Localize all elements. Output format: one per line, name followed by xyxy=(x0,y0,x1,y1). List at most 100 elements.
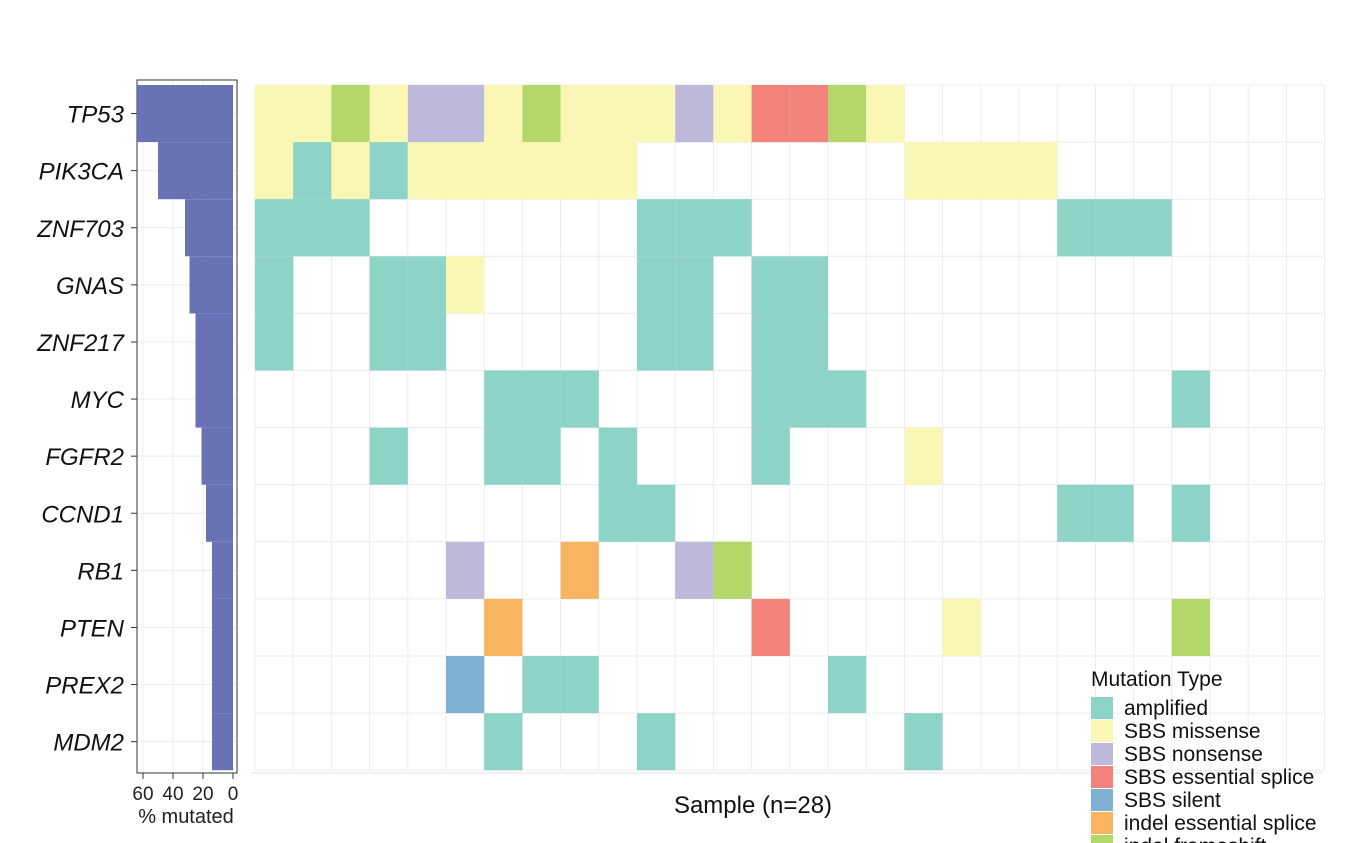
legend-label-non: SBS nonsense xyxy=(1124,743,1263,766)
mutation-cell-pik3ca-5 xyxy=(446,142,485,200)
bar-ccnd1 xyxy=(206,484,233,542)
mutation-cell-tp53-3 xyxy=(369,85,408,143)
mutation-cell-rb1-5 xyxy=(446,541,485,599)
gene-label-ccnd1: CCND1 xyxy=(41,501,124,528)
mutation-cell-pik3ca-8 xyxy=(560,142,599,200)
mutation-cell-mdm2-10 xyxy=(637,713,676,771)
mutation-cell-fgfr2-3 xyxy=(369,427,408,485)
mutation-cell-pten-13 xyxy=(751,598,790,656)
mutation-cell-rb1-8 xyxy=(560,541,599,599)
mutation-cell-tp53-10 xyxy=(637,85,676,143)
mutation-cell-pik3ca-7 xyxy=(522,142,561,200)
legend-swatch-sil xyxy=(1091,789,1113,811)
mutation-cell-gnas-4 xyxy=(407,256,446,314)
mutation-cell-znf703-22 xyxy=(1095,199,1134,257)
legend-label-mis: SBS missense xyxy=(1124,720,1261,743)
mutation-cell-myc-24 xyxy=(1171,370,1210,428)
bar-gnas xyxy=(189,256,233,314)
gene-label-prex2: PREX2 xyxy=(45,673,124,700)
gene-labels: TP53 PIK3CA ZNF703 GNAS ZNF217 MYC FGFR2 CCND1 R… xyxy=(36,102,137,757)
mutation-cell-gnas-5 xyxy=(446,256,485,314)
mutation-cell-tp53-16 xyxy=(866,85,905,143)
mutation-cell-znf703-21 xyxy=(1057,199,1096,257)
percent-mutated-panel: 60 40 20 0 % mutated xyxy=(132,79,238,828)
mutation-cell-fgfr2-6 xyxy=(484,427,523,485)
mutation-cell-tp53-14 xyxy=(789,85,828,143)
mutation-cell-fgfr2-13 xyxy=(751,427,790,485)
gene-label-znf703: ZNF703 xyxy=(36,216,124,243)
legend-swatch-ies xyxy=(1091,812,1113,834)
mutation-cell-pik3ca-6 xyxy=(484,142,523,200)
mutation-cell-myc-8 xyxy=(560,370,599,428)
mutation-cell-fgfr2-7 xyxy=(522,427,561,485)
bar-fgfr2 xyxy=(201,427,233,485)
mutation-cell-pten-6 xyxy=(484,598,523,656)
mutation-cell-znf217-0 xyxy=(255,313,294,371)
mutation-cell-pik3ca-17 xyxy=(904,142,943,200)
percent-mutated-bars xyxy=(137,85,233,771)
mutation-cell-znf703-12 xyxy=(713,199,752,257)
legend-swatch-non xyxy=(1091,743,1113,765)
gene-label-pten: PTEN xyxy=(60,615,125,642)
mutation-cell-pik3ca-4 xyxy=(407,142,446,200)
mutation-cell-tp53-8 xyxy=(560,85,599,143)
mutation-cell-znf703-23 xyxy=(1133,199,1172,257)
mutation-cell-gnas-3 xyxy=(369,256,408,314)
mutation-cell-prex2-15 xyxy=(828,656,867,714)
mutation-cell-znf217-3 xyxy=(369,313,408,371)
mutation-cell-rb1-12 xyxy=(713,541,752,599)
legend-swatch-ifs xyxy=(1091,835,1113,843)
mutation-cell-myc-7 xyxy=(522,370,561,428)
mutation-cell-fgfr2-9 xyxy=(598,427,637,485)
legend-title: Mutation Type xyxy=(1091,668,1223,691)
bar-mdm2 xyxy=(212,713,233,771)
mutation-cell-znf217-14 xyxy=(789,313,828,371)
mutation-cell-myc-15 xyxy=(828,370,867,428)
mutation-cell-znf703-10 xyxy=(637,199,676,257)
x-axis-title: Sample (n=28) xyxy=(674,792,832,819)
legend-label-ifs: indel frameshift xyxy=(1124,835,1267,843)
mutation-cell-rb1-11 xyxy=(675,541,714,599)
mutation-cells xyxy=(255,85,1210,771)
legend-label-spl: SBS essential splice xyxy=(1124,766,1314,789)
mutation-cell-tp53-7 xyxy=(522,85,561,143)
mutation-cell-tp53-0 xyxy=(255,85,294,143)
mutation-cell-znf703-2 xyxy=(331,199,370,257)
mutation-cell-znf703-0 xyxy=(255,199,294,257)
gene-label-myc: MYC xyxy=(71,387,125,414)
mutation-cell-gnas-13 xyxy=(751,256,790,314)
mutation-cell-tp53-12 xyxy=(713,85,752,143)
mutation-cell-tp53-11 xyxy=(675,85,714,143)
mutation-cell-znf217-10 xyxy=(637,313,676,371)
mutation-grid-panel xyxy=(251,80,1326,774)
mutation-cell-znf217-4 xyxy=(407,313,446,371)
mutation-cell-pik3ca-0 xyxy=(255,142,294,200)
mutation-cell-pik3ca-9 xyxy=(598,142,637,200)
mutation-cell-tp53-5 xyxy=(446,85,485,143)
mutation-cell-mdm2-6 xyxy=(484,713,523,771)
mutation-cell-znf703-1 xyxy=(293,199,332,257)
mutation-cell-prex2-7 xyxy=(522,656,561,714)
legend-swatch-amp xyxy=(1091,697,1113,719)
mutation-cell-ccnd1-22 xyxy=(1095,484,1134,542)
mutation-cell-gnas-14 xyxy=(789,256,828,314)
mutation-cell-mdm2-17 xyxy=(904,713,943,771)
mutation-cell-znf217-13 xyxy=(751,313,790,371)
bar-pten xyxy=(212,598,233,656)
gene-label-fgfr2: FGFR2 xyxy=(45,444,124,471)
mutation-cell-pten-18 xyxy=(942,598,981,656)
bar-tick-label: 60 xyxy=(132,784,153,805)
legend-label-ies: indel essential splice xyxy=(1124,812,1317,835)
gene-label-gnas: GNAS xyxy=(56,273,124,300)
bar-axis-ticks: 60 40 20 0 xyxy=(132,773,238,805)
mutation-cell-pik3ca-19 xyxy=(980,142,1019,200)
mutation-cell-ccnd1-24 xyxy=(1171,484,1210,542)
bar-tick-label: 20 xyxy=(192,784,213,805)
mutation-cell-tp53-2 xyxy=(331,85,370,143)
gene-label-pik3ca: PIK3CA xyxy=(39,159,124,186)
mutation-cell-pik3ca-18 xyxy=(942,142,981,200)
